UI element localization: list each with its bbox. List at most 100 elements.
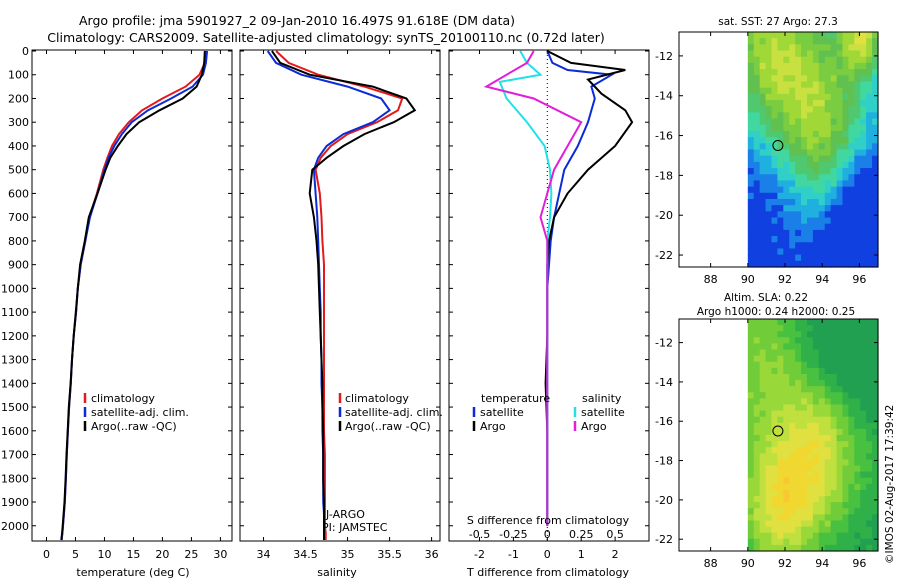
field-cell [777, 198, 784, 206]
field-cell [842, 416, 850, 424]
depth-tick-label: 100 [8, 69, 29, 82]
field-cell [842, 75, 850, 83]
field-cell [753, 361, 761, 369]
field-cell [872, 447, 879, 454]
field-cell [753, 118, 761, 126]
field-cell [830, 398, 838, 406]
field-cell [753, 143, 761, 151]
field-cell [854, 87, 861, 95]
field-cell [765, 75, 773, 83]
field-cell [777, 205, 784, 212]
field-cell [765, 186, 773, 194]
field-cell [848, 137, 855, 144]
field-cell [872, 349, 879, 357]
field-cell [759, 459, 767, 467]
field-cell [771, 325, 778, 332]
field-cell [866, 392, 873, 399]
temperature-axis-label: temperature (deg C) [76, 566, 189, 579]
field-cell [854, 386, 861, 393]
field-cell [860, 410, 867, 418]
field-cell [866, 489, 873, 497]
field-cell [836, 149, 844, 157]
field-cell [842, 236, 850, 243]
field-cell [818, 416, 826, 424]
field-cell [795, 87, 802, 95]
legend-salinity-title: salinity [582, 392, 622, 405]
field-cell [860, 337, 867, 345]
lat-tick-label: -20 [655, 494, 673, 507]
field-cell [812, 380, 820, 387]
field-cell [747, 50, 755, 58]
field-cell [771, 192, 778, 200]
field-cell [854, 373, 861, 381]
field-cell [848, 489, 855, 497]
field-cell [872, 459, 879, 467]
field-cell [866, 435, 873, 442]
field-cell [795, 483, 802, 491]
field-cell [795, 236, 802, 243]
field-cell [777, 441, 784, 448]
depth-tick-label: 1800 [1, 472, 29, 485]
field-cell [854, 416, 861, 424]
field-cell [842, 168, 850, 175]
field-cell [848, 69, 855, 76]
field-cell [795, 260, 802, 268]
field-cell [824, 508, 832, 515]
field-cell [872, 248, 879, 256]
field-cell [771, 260, 778, 268]
salinity-profiles [266, 50, 417, 540]
field-cell [842, 520, 850, 528]
field-cell [824, 192, 832, 200]
field-cell [771, 229, 778, 237]
field-cell [824, 373, 832, 381]
field-cell [777, 428, 784, 436]
depth-tick-label: 700 [8, 211, 29, 224]
field-cell [872, 398, 879, 406]
argo-location-marker [772, 425, 784, 437]
field-cell [753, 502, 761, 509]
x-tick-label: 5 [72, 548, 79, 561]
field-cell [866, 520, 873, 528]
field-cell [747, 106, 755, 113]
field-cell [801, 459, 808, 467]
field-cell [836, 398, 844, 406]
depth-tick-label: 1500 [1, 401, 29, 414]
field-cell [866, 211, 873, 219]
field-cell [866, 143, 873, 151]
field-cell [842, 217, 850, 225]
field-cell [842, 260, 850, 268]
field-cell [866, 56, 873, 64]
field-cell [854, 174, 861, 182]
field-cell [824, 410, 832, 418]
field-cell [753, 520, 761, 528]
field-cell [747, 137, 755, 144]
field-cell [854, 367, 861, 375]
field-cell [830, 410, 838, 418]
field-cell [836, 112, 844, 120]
field-cell [783, 217, 790, 225]
field-cell [753, 349, 761, 357]
difference-profiles [483, 50, 634, 540]
field-cell [765, 514, 773, 522]
field-cell [842, 248, 850, 256]
lon-tick-label: 92 [778, 557, 792, 570]
field-cell [806, 380, 814, 387]
field-cell [824, 428, 832, 436]
field-cell [806, 343, 814, 351]
field-cell [848, 349, 855, 357]
field-cell [860, 223, 867, 231]
field-cell [812, 489, 820, 497]
field-cell [789, 367, 796, 375]
field-cell [759, 343, 767, 351]
field-cell [866, 223, 873, 231]
field-cell [789, 428, 796, 436]
field-cell [765, 373, 773, 381]
field-cell [866, 87, 873, 95]
field-cell [818, 62, 826, 70]
field-cell [777, 520, 784, 528]
field-cell [824, 471, 832, 479]
field-cell [848, 435, 855, 442]
field-cell [806, 428, 814, 436]
field-cell [824, 260, 832, 268]
x-tick-label: 34.5 [293, 548, 318, 561]
